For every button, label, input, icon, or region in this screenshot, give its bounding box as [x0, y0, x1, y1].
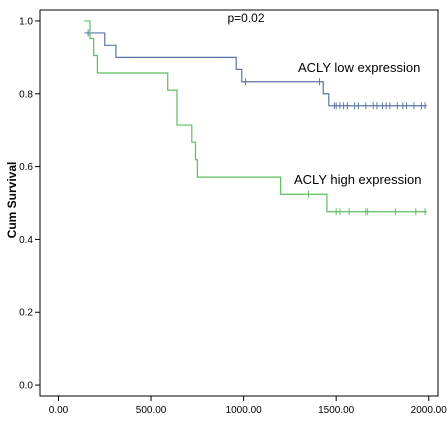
x-tick-label: 0.00: [49, 405, 69, 416]
y-tick-label: 0.4: [19, 235, 33, 246]
x-tick-label: 1500.00: [318, 405, 355, 416]
p-value-annotation: p=0.02: [227, 11, 264, 25]
x-tick-label: 500.00: [136, 405, 167, 416]
survival-curve: [84, 32, 427, 107]
series-low: [84, 29, 427, 110]
series-label-high: ACLY high expression: [294, 172, 421, 187]
y-axis-title: Cum Survival: [5, 162, 19, 239]
y-tick-label: 0.6: [19, 162, 33, 173]
series-layer: [84, 20, 427, 216]
series-high: [84, 20, 427, 216]
y-tick-label: 0.0: [19, 381, 33, 392]
plot-frame: [39, 9, 439, 397]
x-tick-label: 1000.00: [226, 405, 263, 416]
y-tick-label: 0.8: [19, 89, 33, 100]
x-tick-label: 2000.00: [411, 405, 447, 416]
series-label-low: ACLY low expression: [298, 60, 420, 75]
survival-curve: [84, 20, 427, 213]
axes: 0.0 0.2 0.4 0.6 0.8 1.0 0.00 500.00 1000.00 1500.…: [19, 16, 447, 416]
y-tick-label: 0.2: [19, 308, 33, 319]
y-tick-label: 1.0: [19, 16, 33, 27]
